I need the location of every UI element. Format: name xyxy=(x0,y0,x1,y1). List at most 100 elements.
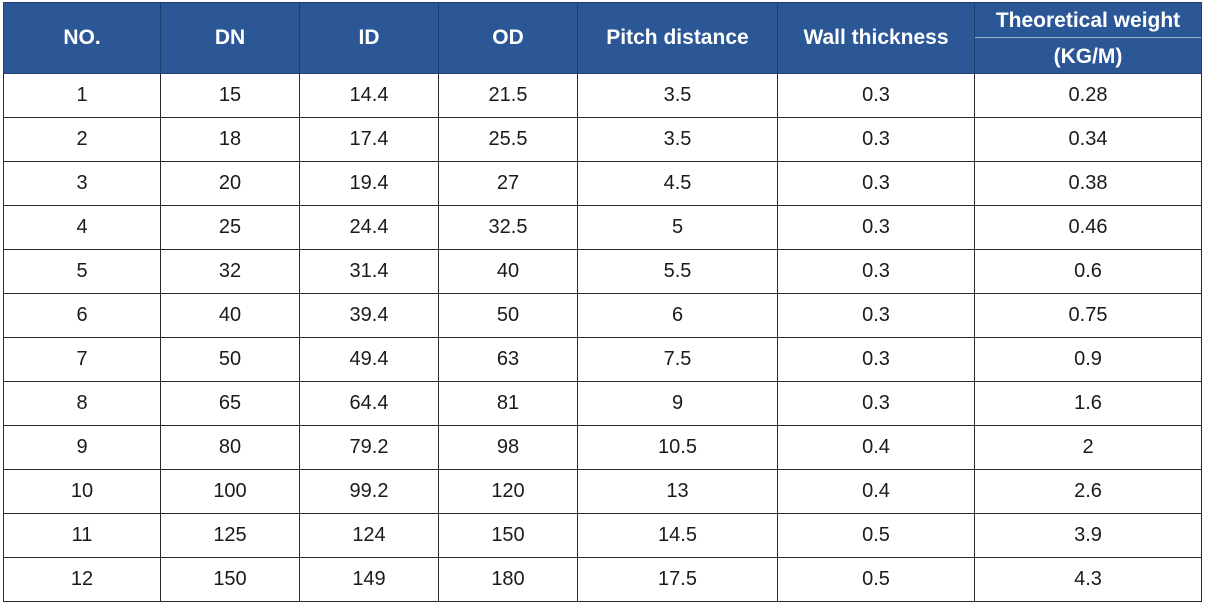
cell-wall-thickness: 0.3 xyxy=(777,337,975,382)
cell-pitch-distance: 13 xyxy=(577,469,778,514)
cell-od: 27 xyxy=(438,161,578,206)
cell-dn: 65 xyxy=(160,381,300,426)
spec-table: NO. DN ID OD Pitch distance Wall thickne… xyxy=(3,2,1202,602)
header-od: OD xyxy=(438,2,578,74)
cell-no: 7 xyxy=(3,337,161,382)
cell-id: 99.2 xyxy=(299,469,439,514)
cell-od: 50 xyxy=(438,293,578,338)
cell-od: 32.5 xyxy=(438,205,578,250)
table-row: 3 20 19.4 27 4.5 0.3 0.38 xyxy=(3,161,1202,206)
table-row: 4 25 24.4 32.5 5 0.3 0.46 xyxy=(3,205,1202,250)
cell-dn: 50 xyxy=(160,337,300,382)
cell-pitch-distance: 10.5 xyxy=(577,425,778,470)
table-row: 6 40 39.4 50 6 0.3 0.75 xyxy=(3,293,1202,338)
cell-dn: 150 xyxy=(160,557,300,602)
cell-id: 64.4 xyxy=(299,381,439,426)
cell-pitch-distance: 14.5 xyxy=(577,513,778,558)
cell-dn: 15 xyxy=(160,73,300,118)
cell-wall-thickness: 0.5 xyxy=(777,513,975,558)
cell-theoretical-weight: 2 xyxy=(974,425,1202,470)
cell-no: 11 xyxy=(3,513,161,558)
header-no: NO. xyxy=(3,2,161,74)
cell-id: 14.4 xyxy=(299,73,439,118)
header-id: ID xyxy=(299,2,439,74)
cell-wall-thickness: 0.4 xyxy=(777,469,975,514)
cell-dn: 25 xyxy=(160,205,300,250)
cell-wall-thickness: 0.3 xyxy=(777,293,975,338)
cell-wall-thickness: 0.4 xyxy=(777,425,975,470)
cell-od: 63 xyxy=(438,337,578,382)
table-row: 11 125 124 150 14.5 0.5 3.9 xyxy=(3,513,1202,558)
cell-od: 81 xyxy=(438,381,578,426)
cell-id: 79.2 xyxy=(299,425,439,470)
table-body: 1 15 14.4 21.5 3.5 0.3 0.28 2 18 17.4 25.5 3.5 0.3 0.… xyxy=(3,73,1202,602)
cell-od: 21.5 xyxy=(438,73,578,118)
cell-wall-thickness: 0.3 xyxy=(777,73,975,118)
cell-od: 120 xyxy=(438,469,578,514)
cell-theoretical-weight: 0.75 xyxy=(974,293,1202,338)
cell-id: 124 xyxy=(299,513,439,558)
cell-pitch-distance: 3.5 xyxy=(577,73,778,118)
cell-pitch-distance: 9 xyxy=(577,381,778,426)
cell-theoretical-weight: 0.46 xyxy=(974,205,1202,250)
cell-wall-thickness: 0.5 xyxy=(777,557,975,602)
table-row: 10 100 99.2 120 13 0.4 2.6 xyxy=(3,469,1202,514)
cell-dn: 40 xyxy=(160,293,300,338)
cell-dn: 80 xyxy=(160,425,300,470)
header-weight-unit: (KG/M) xyxy=(1053,45,1123,68)
table-row: 12 150 149 180 17.5 0.5 4.3 xyxy=(3,557,1202,602)
cell-no: 4 xyxy=(3,205,161,250)
cell-id: 49.4 xyxy=(299,337,439,382)
table-row: 1 15 14.4 21.5 3.5 0.3 0.28 xyxy=(3,73,1202,118)
cell-theoretical-weight: 0.9 xyxy=(974,337,1202,382)
cell-od: 40 xyxy=(438,249,578,294)
cell-id: 31.4 xyxy=(299,249,439,294)
header-wall-thickness: Wall thickness xyxy=(777,2,975,74)
cell-id: 19.4 xyxy=(299,161,439,206)
cell-dn: 100 xyxy=(160,469,300,514)
cell-dn: 125 xyxy=(160,513,300,558)
cell-pitch-distance: 3.5 xyxy=(577,117,778,162)
cell-theoretical-weight: 0.6 xyxy=(974,249,1202,294)
cell-theoretical-weight: 4.3 xyxy=(974,557,1202,602)
cell-no: 12 xyxy=(3,557,161,602)
cell-id: 17.4 xyxy=(299,117,439,162)
cell-no: 6 xyxy=(3,293,161,338)
cell-od: 150 xyxy=(438,513,578,558)
cell-no: 8 xyxy=(3,381,161,426)
cell-id: 39.4 xyxy=(299,293,439,338)
cell-pitch-distance: 5 xyxy=(577,205,778,250)
cell-no: 5 xyxy=(3,249,161,294)
cell-theoretical-weight: 3.9 xyxy=(974,513,1202,558)
cell-theoretical-weight: 1.6 xyxy=(974,381,1202,426)
cell-pitch-distance: 4.5 xyxy=(577,161,778,206)
cell-pitch-distance: 17.5 xyxy=(577,557,778,602)
cell-wall-thickness: 0.3 xyxy=(777,161,975,206)
header-row: NO. DN ID OD Pitch distance Wall thickne… xyxy=(3,2,1202,74)
cell-od: 98 xyxy=(438,425,578,470)
table-row: 7 50 49.4 63 7.5 0.3 0.9 xyxy=(3,337,1202,382)
cell-theoretical-weight: 0.28 xyxy=(974,73,1202,118)
cell-pitch-distance: 5.5 xyxy=(577,249,778,294)
cell-wall-thickness: 0.3 xyxy=(777,249,975,294)
header-dn: DN xyxy=(160,2,300,74)
header-theoretical-weight: Theoretical weight (KG/M) xyxy=(974,2,1202,74)
cell-dn: 32 xyxy=(160,249,300,294)
cell-wall-thickness: 0.3 xyxy=(777,381,975,426)
cell-dn: 20 xyxy=(160,161,300,206)
cell-id: 149 xyxy=(299,557,439,602)
cell-od: 25.5 xyxy=(438,117,578,162)
cell-no: 2 xyxy=(3,117,161,162)
cell-od: 180 xyxy=(438,557,578,602)
cell-pitch-distance: 7.5 xyxy=(577,337,778,382)
cell-id: 24.4 xyxy=(299,205,439,250)
table-row: 8 65 64.4 81 9 0.3 1.6 xyxy=(3,381,1202,426)
cell-theoretical-weight: 2.6 xyxy=(974,469,1202,514)
header-weight-title: Theoretical weight xyxy=(975,3,1201,38)
cell-no: 3 xyxy=(3,161,161,206)
cell-theoretical-weight: 0.38 xyxy=(974,161,1202,206)
cell-no: 10 xyxy=(3,469,161,514)
table-row: 9 80 79.2 98 10.5 0.4 2 xyxy=(3,425,1202,470)
table-row: 2 18 17.4 25.5 3.5 0.3 0.34 xyxy=(3,117,1202,162)
cell-dn: 18 xyxy=(160,117,300,162)
